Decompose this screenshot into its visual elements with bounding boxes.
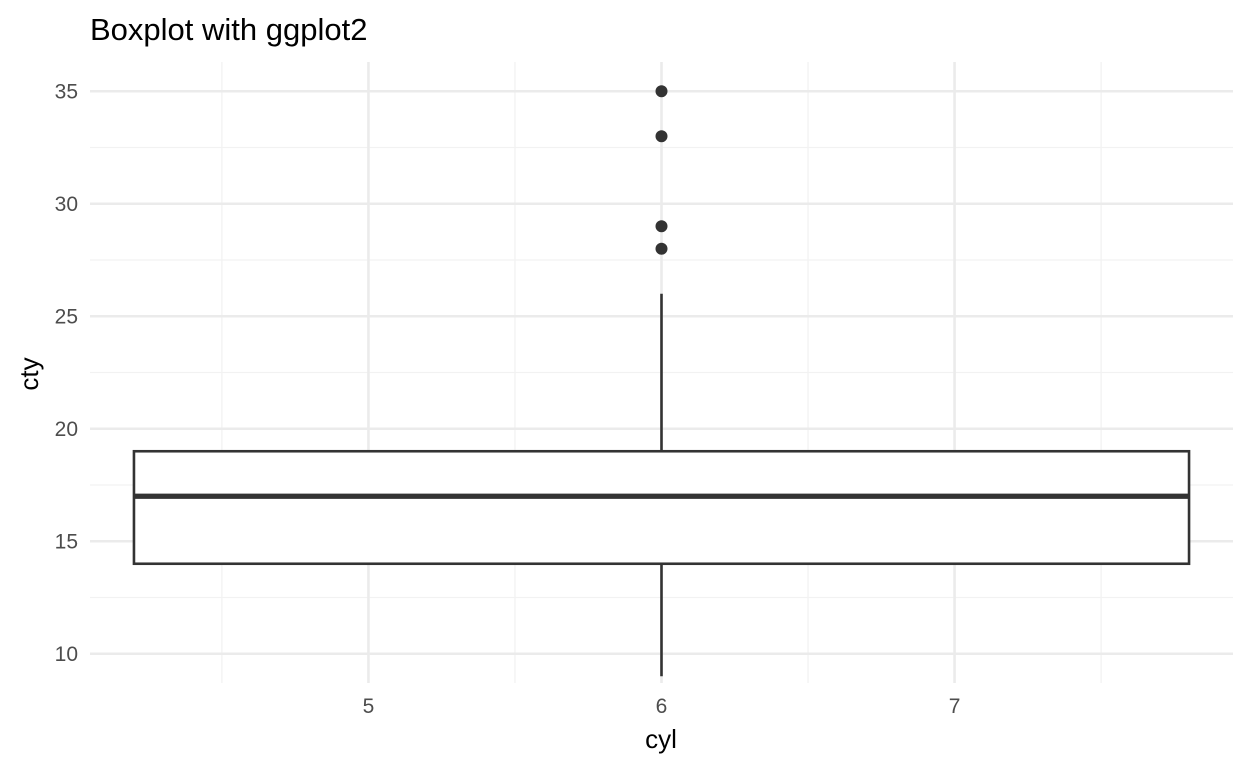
x-tick-label: 6 [656, 695, 668, 718]
outlier-point [655, 130, 668, 143]
outlier-point [655, 220, 668, 233]
y-tick-label: 10 [55, 643, 78, 666]
chart-title: Boxplot with ggplot2 [90, 12, 367, 47]
y-tick-label: 25 [55, 305, 78, 328]
y-tick-label: 20 [55, 418, 78, 441]
y-tick-label: 15 [55, 530, 78, 553]
ticks: 10 15 20 25 30 35 5 6 7 [55, 80, 961, 718]
x-axis-label: cyl [645, 724, 677, 754]
outlier-point [655, 242, 668, 255]
y-tick-label: 35 [55, 80, 78, 103]
box [132, 449, 1191, 566]
y-tick-label: 30 [55, 193, 78, 216]
marks [132, 85, 1191, 677]
y-axis-label: cty [14, 357, 44, 390]
outlier-point [655, 85, 668, 98]
x-tick-label: 5 [363, 695, 375, 718]
x-tick-label: 7 [949, 695, 961, 718]
